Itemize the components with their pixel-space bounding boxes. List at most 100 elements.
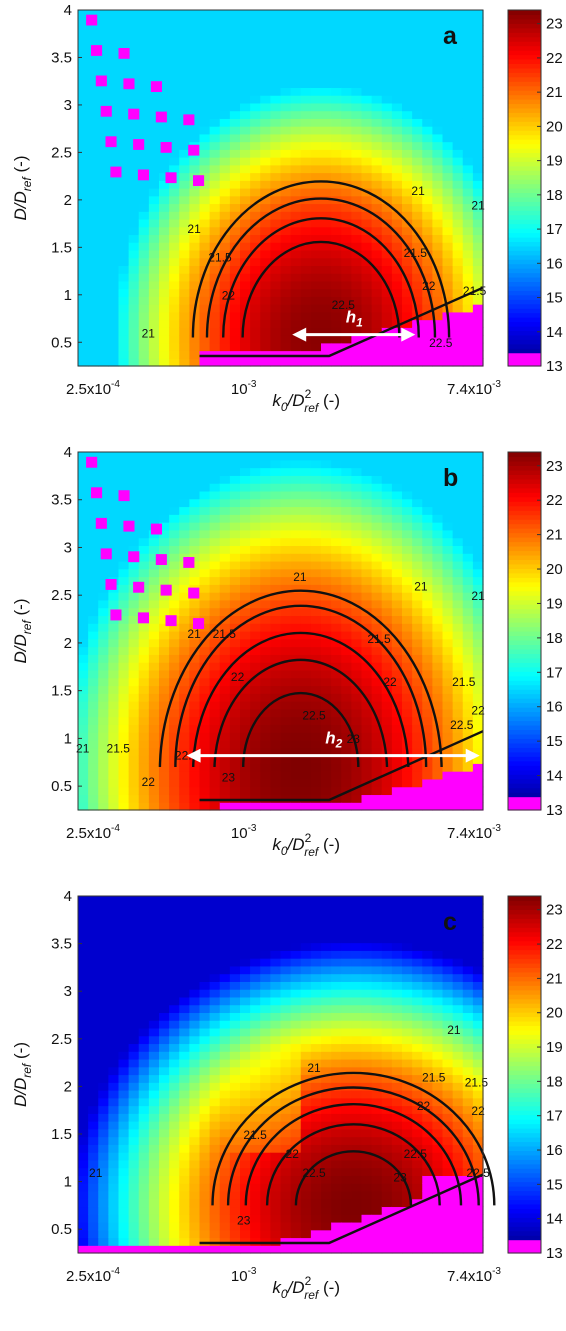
heatmap-cell — [219, 1035, 231, 1045]
heatmap-cell — [472, 747, 484, 757]
heatmap-cell — [78, 242, 89, 251]
heatmap-cell — [381, 141, 393, 150]
heatmap-cell — [78, 607, 89, 617]
heatmap-cell — [280, 273, 292, 282]
heatmap-cell — [391, 95, 403, 104]
heatmap-cell — [270, 1097, 282, 1107]
heatmap-cell — [138, 786, 150, 796]
heatmap-cell — [381, 514, 393, 523]
heatmap-cell — [169, 249, 180, 259]
heatmap-cell — [209, 149, 221, 158]
heatmap-cell — [432, 545, 444, 554]
heatmap-cell — [209, 234, 221, 243]
heatmap-cell — [391, 79, 403, 88]
colorbar-segment — [508, 236, 541, 242]
heatmap-cell — [422, 568, 433, 578]
heatmap-cell — [88, 631, 99, 640]
heatmap-cell — [290, 342, 302, 352]
heatmap-cell — [128, 48, 140, 58]
heatmap-cell — [351, 157, 363, 166]
heatmap-cell — [452, 311, 464, 321]
heatmap-cell — [381, 172, 393, 181]
heatmap-cell — [412, 242, 423, 251]
heatmap-cell — [422, 475, 433, 484]
heatmap-cell — [472, 203, 484, 212]
heatmap-cell — [128, 164, 140, 174]
heatmap-cell — [209, 1136, 221, 1145]
heatmap-cell — [138, 459, 150, 469]
heatmap-cell — [472, 522, 484, 531]
heatmap-cell — [98, 242, 109, 251]
heatmap-cell — [179, 126, 190, 135]
heatmap-cell — [108, 17, 120, 27]
heatmap-cell — [189, 685, 201, 694]
heatmap-cell — [138, 133, 150, 143]
heatmap-cell — [361, 514, 373, 523]
heatmap-cell — [78, 1082, 89, 1091]
heatmap-cell — [240, 203, 251, 212]
heatmap-cell — [321, 763, 332, 772]
heatmap-cell — [351, 708, 363, 718]
heatmap-cell — [280, 257, 292, 266]
heatmap-cell — [219, 157, 231, 166]
heatmap-cell — [179, 1221, 190, 1231]
heatmap-cell — [280, 732, 292, 741]
heatmap-cell — [169, 669, 180, 679]
colorbar-segment — [508, 469, 541, 475]
heatmap-cell — [189, 996, 201, 1006]
heatmap-cell — [371, 786, 383, 796]
heatmap-cell — [432, 576, 444, 585]
heatmap-cell — [159, 599, 170, 609]
heatmap-cell — [118, 467, 130, 476]
heatmap-cell — [280, 584, 292, 593]
heatmap-cell — [462, 662, 474, 671]
heatmap-cell — [88, 335, 99, 344]
heatmap-cell — [138, 724, 150, 733]
heatmap-cell — [219, 763, 231, 772]
heatmap-cell — [159, 358, 170, 367]
heatmap-cell — [240, 102, 251, 112]
heatmap-cell — [290, 226, 302, 236]
heatmap-cell — [199, 149, 211, 158]
heatmap-cell — [280, 677, 292, 687]
heatmap-cell — [128, 1190, 140, 1200]
heatmap-cell — [118, 319, 130, 328]
heatmap-cell — [219, 732, 231, 741]
heatmap-cell — [442, 483, 454, 492]
heatmap-cell — [391, 280, 403, 290]
heatmap-cell — [229, 1214, 241, 1223]
heatmap-cell — [371, 490, 383, 500]
heatmap-cell — [250, 1051, 261, 1060]
heatmap-cell — [159, 506, 170, 515]
heatmap-cell — [138, 157, 150, 166]
heatmap-cell — [128, 25, 140, 34]
heatmap-cell — [169, 126, 180, 135]
heatmap-cell — [462, 95, 474, 104]
heatmap-cell — [331, 342, 342, 352]
heatmap-cell — [219, 110, 231, 119]
heatmap-cell — [189, 40, 201, 50]
colorbar-segment — [508, 259, 541, 265]
heatmap-cell — [240, 459, 251, 469]
heatmap-cell — [98, 56, 109, 65]
heatmap-cell — [128, 708, 140, 718]
heatmap-cell — [138, 1144, 150, 1153]
heatmap-cell — [361, 280, 373, 290]
heatmap-cell — [341, 64, 352, 73]
heatmap-cell — [270, 335, 282, 344]
heatmap-cell — [179, 1058, 190, 1068]
heatmap-cell — [240, 514, 251, 523]
heatmap-cell — [472, 584, 484, 593]
heatmap-cell — [108, 1020, 120, 1029]
heatmap-cell — [412, 537, 423, 546]
heatmap-cell — [138, 911, 150, 920]
heatmap-cell — [199, 498, 211, 508]
heatmap-cell — [138, 1136, 150, 1145]
heatmap-cell — [209, 1113, 221, 1122]
heatmap-cell — [138, 1105, 150, 1114]
heatmap-cell — [442, 157, 454, 166]
heatmap-cell — [341, 677, 352, 687]
heatmap-cell — [250, 732, 261, 741]
heatmap-cell — [422, 358, 433, 367]
heatmap-cell — [118, 778, 130, 788]
